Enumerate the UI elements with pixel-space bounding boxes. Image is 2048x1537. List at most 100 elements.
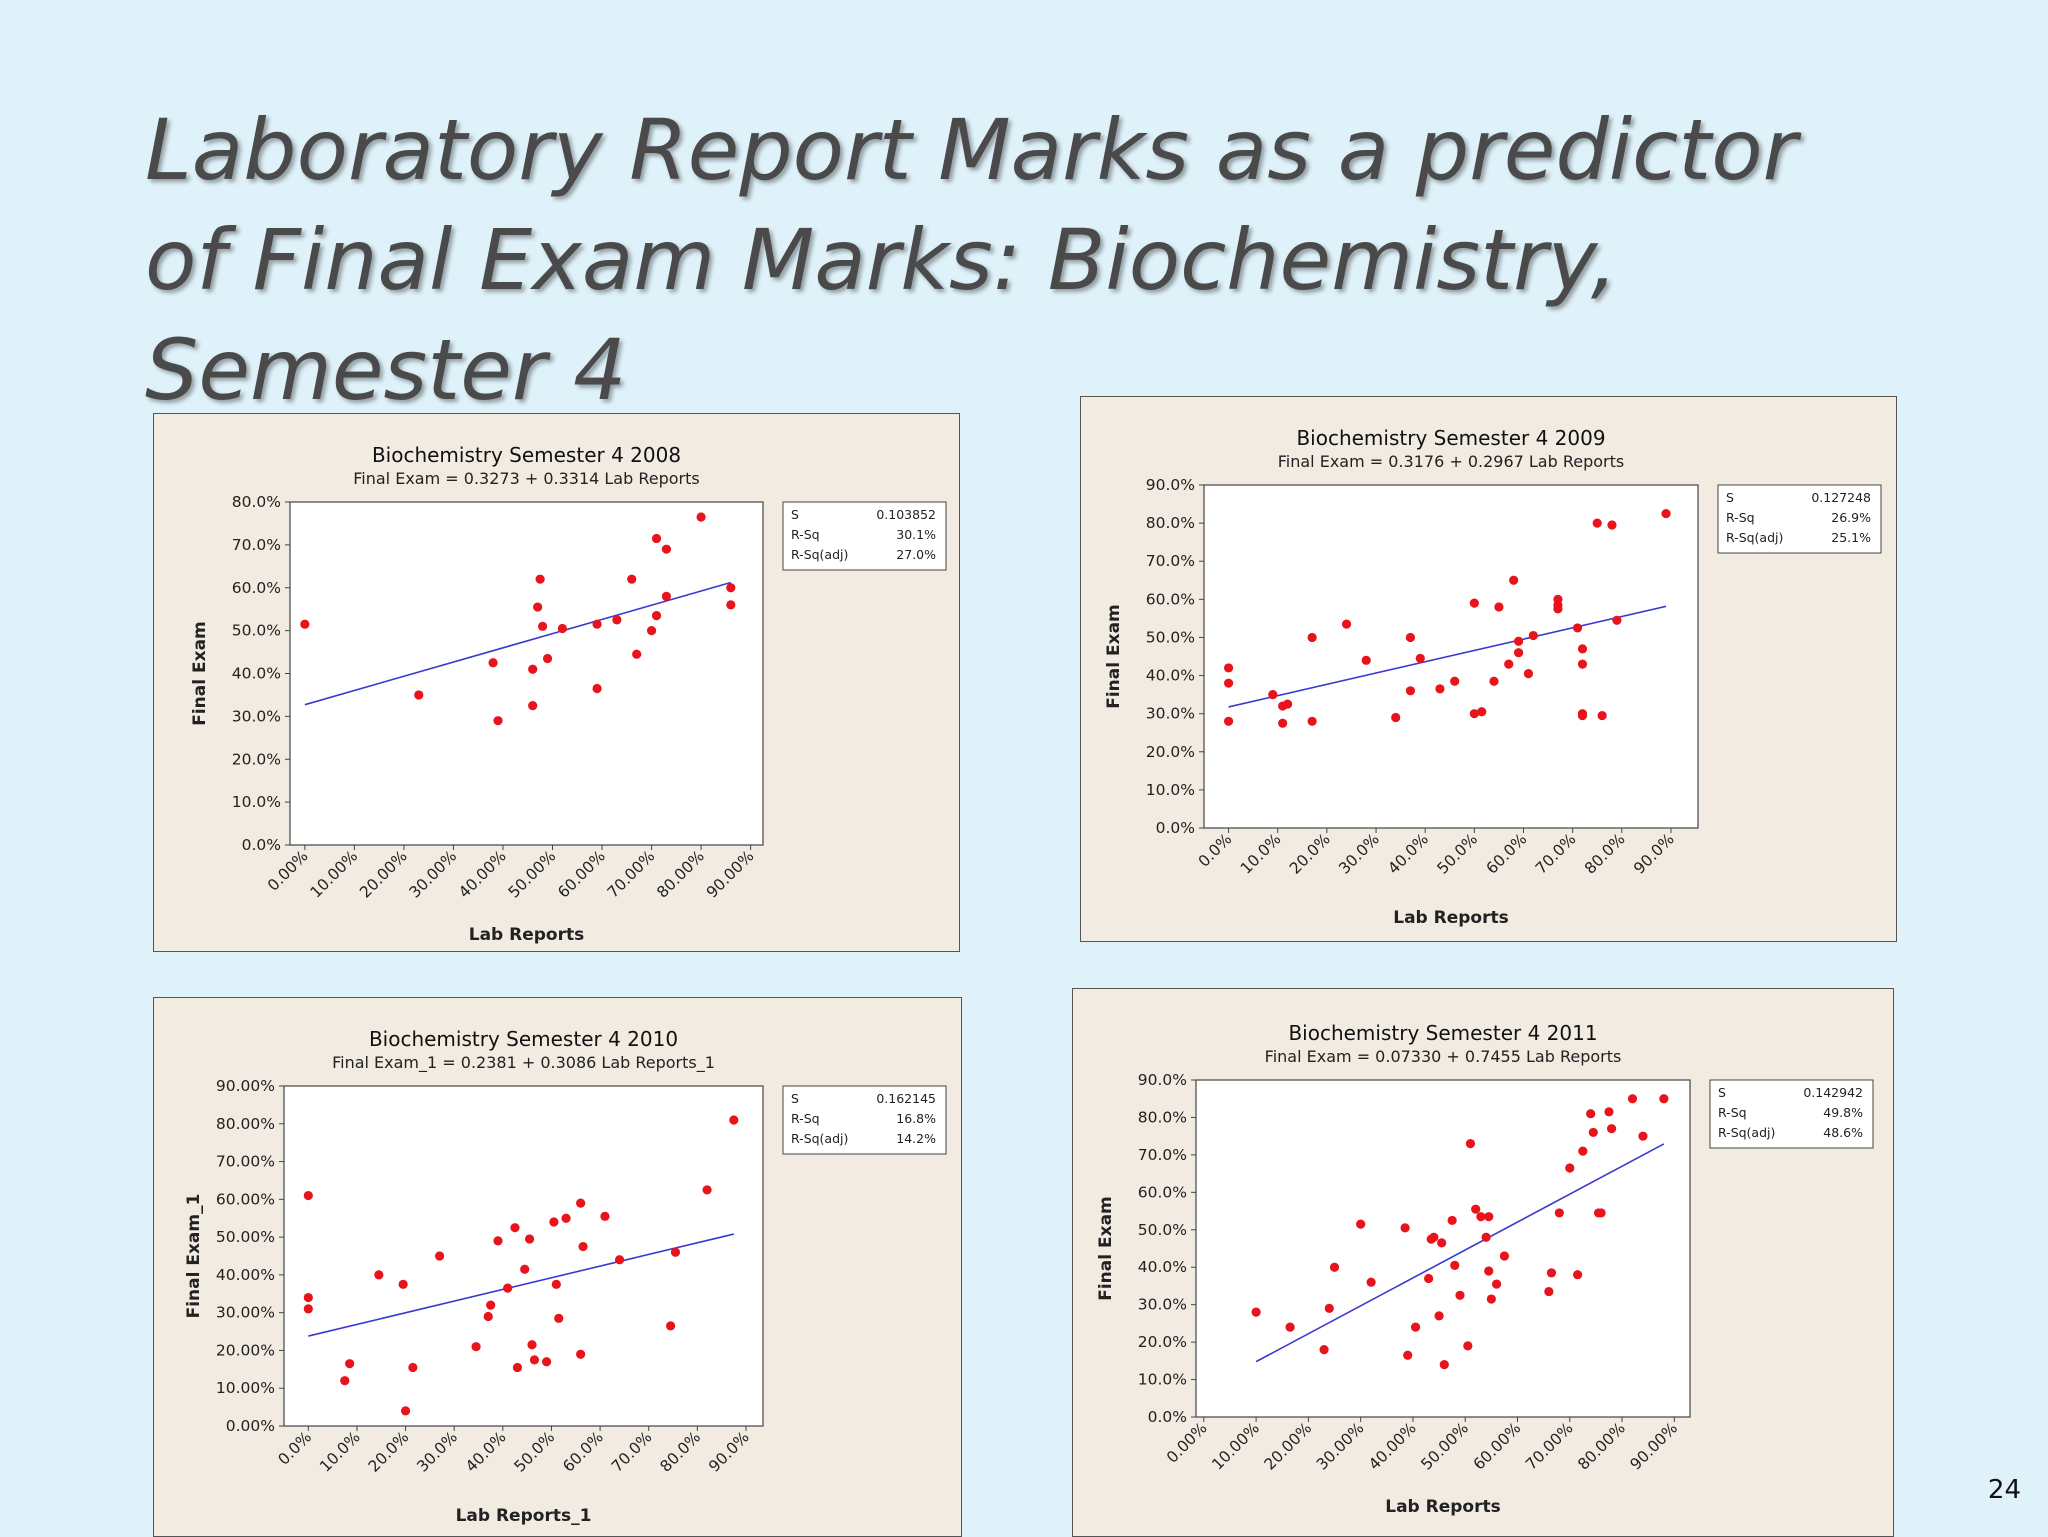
data-point	[1544, 1286, 1554, 1297]
stats-label: S	[791, 507, 799, 522]
data-point	[435, 1251, 445, 1261]
scatter-chart-2009: Biochemistry Semester 4 2009 Final Exam =…	[1104, 426, 1882, 928]
stats-value: 0.142942	[1803, 1085, 1863, 1100]
y-axis-label: Final Exam	[190, 621, 210, 726]
y-axis-label: Final Exam	[1104, 604, 1124, 709]
data-point	[600, 1211, 610, 1221]
chart-title: Biochemistry Semester 4 2009	[1296, 426, 1605, 450]
x-tick-label: 20.00%	[1261, 1419, 1316, 1474]
x-tick-label: 10.0%	[1237, 830, 1285, 878]
stats-box	[1717, 484, 1882, 554]
stats-label: R-Sq	[1718, 1105, 1747, 1120]
data-point	[1463, 1341, 1473, 1351]
x-tick-label: 60.0%	[1483, 830, 1531, 878]
y-tick-label: 30.0%	[232, 707, 281, 725]
stats-value: 0.162145	[876, 1091, 936, 1106]
x-tick-label: 90.00%	[703, 847, 758, 902]
y-tick-label: 60.0%	[1146, 590, 1195, 608]
data-point	[1513, 636, 1524, 646]
data-point	[592, 683, 602, 694]
stats-value: 27.0%	[896, 547, 936, 562]
data-point	[1573, 1270, 1583, 1280]
stats-value: 30.1%	[896, 527, 936, 542]
y-tick-label: 0.0%	[1148, 1408, 1187, 1426]
data-point	[1504, 659, 1514, 669]
data-point	[1405, 632, 1416, 643]
y-tick-label: 30.0%	[1146, 705, 1195, 723]
regression-line	[1228, 605, 1667, 708]
data-point	[1659, 1094, 1669, 1104]
y-tick-label: 90.0%	[1138, 1071, 1187, 1089]
slide-title: Laboratory Report Marks as a predictor o…	[145, 95, 1965, 425]
data-point	[398, 1279, 408, 1289]
data-point	[612, 615, 622, 625]
y-tick-label: 60.00%	[216, 1190, 275, 1208]
x-tick-label: 60.00%	[554, 847, 609, 902]
data-point	[1469, 709, 1479, 719]
y-tick-label: 50.0%	[1146, 628, 1195, 646]
data-point	[554, 1313, 564, 1323]
chart-title: Biochemistry Semester 4 2008	[372, 443, 681, 467]
chart-panel-2010: Biochemistry Semester 4 2010 Final Exam_1…	[153, 997, 962, 1537]
y-tick-label: 60.0%	[232, 579, 281, 597]
data-point	[1434, 1311, 1444, 1321]
y-tick-label: 40.0%	[1138, 1258, 1187, 1276]
data-point	[535, 574, 545, 584]
chart-subtitle: Final Exam = 0.07330 + 0.7455 Lab Report…	[1265, 1047, 1622, 1066]
y-tick-label: 70.0%	[1146, 552, 1195, 570]
stats-label: R-Sq(adj)	[791, 547, 848, 562]
y-tick-label: 10.0%	[232, 793, 281, 811]
data-point	[1471, 1204, 1481, 1214]
y-tick-label: 70.0%	[1138, 1146, 1187, 1164]
data-point	[528, 701, 538, 711]
stats-box	[782, 501, 947, 571]
data-point	[1494, 602, 1504, 612]
x-tick-label: 60.00%	[1470, 1419, 1525, 1474]
y-tick-label: 20.00%	[216, 1341, 275, 1359]
x-tick-label: 50.0%	[1434, 830, 1482, 878]
x-tick-label: 50.0%	[511, 1428, 559, 1476]
chart-panel-2011: Biochemistry Semester 4 2011 Final Exam =…	[1072, 988, 1894, 1537]
data-point	[527, 1340, 537, 1350]
data-point	[483, 1311, 493, 1322]
data-point	[1437, 1238, 1447, 1248]
data-point	[1435, 684, 1445, 694]
x-tick-label: 50.00%	[1418, 1419, 1473, 1474]
data-point	[408, 1362, 418, 1373]
data-point	[1476, 1212, 1486, 1222]
data-point	[1612, 615, 1622, 625]
data-point	[1596, 1208, 1606, 1218]
x-tick-label: 10.00%	[1208, 1419, 1263, 1474]
data-point	[414, 690, 424, 700]
stats-value: 14.2%	[896, 1131, 936, 1146]
data-point	[1565, 1163, 1575, 1173]
data-point	[400, 1406, 411, 1416]
x-tick-label: 30.0%	[1335, 830, 1383, 878]
stats-value: 49.8%	[1823, 1105, 1863, 1120]
x-tick-label: 90.0%	[705, 1428, 753, 1476]
data-point	[1528, 630, 1538, 641]
data-point	[661, 591, 672, 601]
chart-panel-2008: Biochemistry Semester 4 2008 Final Exam =…	[153, 413, 960, 952]
plot-area	[1195, 1079, 1691, 1418]
data-point	[1285, 1322, 1295, 1332]
data-point	[488, 658, 498, 668]
plot-area	[283, 1085, 764, 1427]
data-point	[524, 1234, 535, 1244]
x-tick-label: 40.00%	[1365, 1419, 1420, 1474]
data-point	[303, 1190, 313, 1201]
data-point	[1577, 710, 1588, 721]
y-tick-label: 50.00%	[216, 1228, 275, 1246]
stats-value: 25.1%	[1831, 530, 1871, 545]
data-point	[1606, 1124, 1617, 1134]
data-point	[533, 602, 543, 612]
data-point	[340, 1376, 350, 1386]
data-point	[1477, 707, 1487, 717]
x-tick-label: 70.00%	[604, 847, 659, 902]
scatter-chart-2011: Biochemistry Semester 4 2011 Final Exam =…	[1096, 1021, 1874, 1517]
x-tick-label: 20.0%	[1286, 830, 1334, 878]
stats-value: 48.6%	[1823, 1125, 1863, 1140]
data-point	[1486, 1294, 1496, 1304]
data-point	[627, 574, 637, 584]
